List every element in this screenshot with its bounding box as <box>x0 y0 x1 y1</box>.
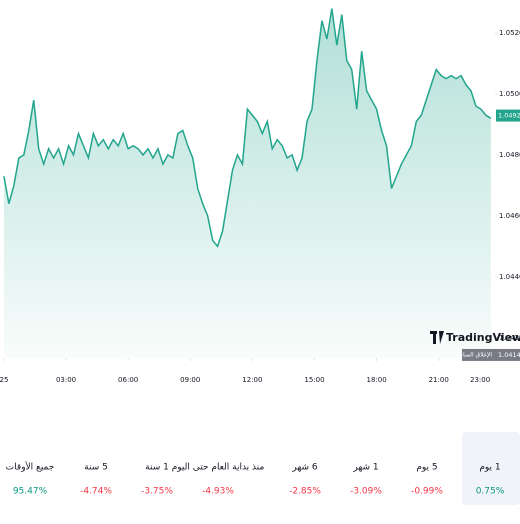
prev-close-label: 1.04144 <box>498 351 520 359</box>
period-label: 1 سنة <box>145 463 169 473</box>
period-label: 5 يوم <box>416 463 437 473</box>
period-label: 1 يوم <box>479 463 500 473</box>
period-label: منذ بداية العام حتى اليوم <box>172 463 265 473</box>
last-price-badge <box>496 109 520 122</box>
y-tick-label: 1.05000 <box>499 90 520 98</box>
y-tick-label: 1.05200 <box>499 29 520 37</box>
period-label: 5 سنة <box>84 463 108 473</box>
y-tick-label: 1.04600 <box>499 212 520 220</box>
x-tick-label: 25 <box>0 376 8 384</box>
period-change: -0.99% <box>411 487 443 497</box>
price-line <box>3 8 492 248</box>
period-selected <box>462 432 520 505</box>
logo: TradingView <box>430 331 520 344</box>
last-price-label: 1.04929 <box>498 112 520 120</box>
prev-close-badge <box>462 348 520 361</box>
period-label: جميع الأوقات <box>6 461 55 473</box>
y-tick-label: 1.04200 <box>499 334 520 342</box>
x-tick-label: 18:00 <box>366 376 386 384</box>
x-tick-label: 09:00 <box>180 376 200 384</box>
x-tick-label: 23:00 <box>470 376 490 384</box>
period-change: 95.47% <box>13 487 48 497</box>
x-tick-label: 03:00 <box>56 376 76 384</box>
logo-icon <box>433 331 436 344</box>
x-tick-label: 12:00 <box>242 376 262 384</box>
x-tick-label: 15:00 <box>304 376 324 384</box>
logo-icon <box>439 331 444 344</box>
logo-text: TradingView <box>446 331 520 344</box>
period-change: -4.74% <box>80 487 112 497</box>
x-tick-label: 06:00 <box>118 376 138 384</box>
period-change: -4.93% <box>202 487 234 497</box>
x-tick-label: 21:00 <box>429 376 449 384</box>
period-change: -2.85% <box>289 487 321 497</box>
period-change: -3.09% <box>350 487 382 497</box>
area-fill <box>3 8 491 358</box>
y-tick-label: 1.04800 <box>499 151 520 159</box>
period-label: 6 شهر <box>291 463 318 473</box>
period-change: 0.75% <box>476 487 505 497</box>
period-change: -3.75% <box>141 487 173 497</box>
y-tick-label: 1.04400 <box>499 273 520 281</box>
prev-close-name: الإغلاق السابق <box>456 351 492 358</box>
period-label: 1 شهر <box>352 463 378 473</box>
